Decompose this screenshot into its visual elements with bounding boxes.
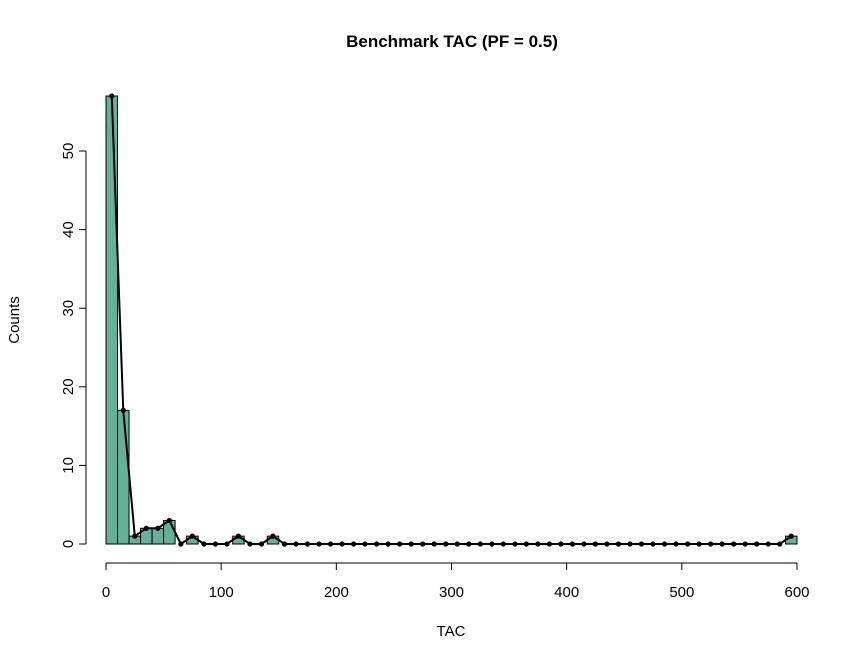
frequency-point — [351, 541, 357, 547]
frequency-point — [650, 541, 656, 547]
x-tick-label: 500 — [669, 584, 694, 601]
y-tick-label: 50 — [60, 143, 77, 160]
y-axis: 0 10 20 30 40 50 — [60, 143, 87, 548]
frequency-point — [109, 93, 115, 99]
frequency-point — [535, 541, 541, 547]
frequency-point — [604, 541, 610, 547]
frequency-point — [512, 541, 518, 547]
frequency-point — [420, 541, 426, 547]
y-tick-label: 0 — [60, 540, 77, 548]
y-axis-label: Counts — [6, 296, 23, 344]
frequency-point — [731, 541, 737, 547]
frequency-point — [661, 541, 668, 547]
frequency-point — [155, 525, 161, 531]
y-tick-label: 20 — [60, 378, 77, 395]
frequency-point — [765, 541, 771, 547]
x-tick-label: 200 — [324, 584, 349, 601]
y-tick-label: 40 — [60, 221, 77, 238]
frequency-point — [304, 541, 311, 547]
frequency-point — [581, 541, 587, 547]
x-tick-label: 0 — [102, 584, 110, 601]
frequency-point — [224, 541, 230, 547]
frequency-point — [489, 541, 495, 547]
frequency-point — [362, 541, 368, 547]
frequency-point — [385, 541, 391, 547]
frequency-point — [742, 541, 748, 547]
frequency-point — [443, 541, 449, 547]
histogram-bar — [105, 95, 119, 545]
frequency-point — [143, 525, 149, 531]
frequency-point — [201, 541, 207, 547]
x-tick-label: 400 — [554, 584, 579, 601]
histogram-bar — [117, 409, 130, 545]
frequency-point — [408, 541, 414, 547]
frequency-point — [523, 541, 529, 547]
frequency-point — [178, 541, 184, 547]
frequency-point — [696, 541, 702, 547]
x-tick-label: 100 — [209, 584, 234, 601]
frequency-point — [777, 541, 783, 547]
frequency-point — [719, 541, 725, 547]
frequency-point — [339, 541, 345, 547]
frequency-point — [592, 541, 599, 547]
frequency-point — [397, 541, 403, 547]
frequency-polygon-group — [109, 93, 794, 547]
frequency-point — [638, 541, 645, 547]
frequency-point — [316, 541, 322, 547]
frequency-point — [673, 541, 679, 547]
frequency-point — [569, 541, 576, 547]
frequency-point — [708, 541, 714, 547]
frequency-line — [110, 95, 792, 546]
frequency-point — [466, 541, 472, 547]
frequency-point — [327, 541, 334, 547]
frequency-point — [546, 541, 552, 547]
x-tick-label: 600 — [784, 584, 809, 601]
y-tick-label: 30 — [60, 300, 77, 317]
frequency-point — [788, 533, 794, 539]
frequency-point — [120, 407, 126, 413]
frequency-point — [258, 541, 265, 547]
frequency-point — [477, 541, 483, 547]
frequency-point — [684, 541, 691, 547]
x-tick-label: 300 — [439, 584, 464, 601]
frequency-point — [374, 541, 380, 547]
frequency-point — [281, 541, 288, 547]
frequency-point — [627, 541, 633, 547]
frequency-point — [166, 517, 172, 524]
frequency-point — [235, 533, 242, 539]
x-axis: 0 100 200 300 400 500 600 — [102, 562, 810, 601]
frequency-point — [247, 541, 253, 547]
bars-group — [105, 95, 798, 545]
frequency-point — [754, 541, 760, 547]
frequency-point — [615, 541, 622, 547]
y-tick-label: 10 — [60, 457, 77, 474]
frequency-point — [500, 541, 506, 547]
frequency-point — [270, 533, 276, 539]
frequency-point — [212, 541, 219, 547]
frequency-point — [558, 541, 564, 547]
chart-title: Benchmark TAC (PF = 0.5) — [346, 32, 558, 51]
x-axis-label: TAC — [437, 623, 466, 640]
frequency-point — [189, 533, 195, 539]
frequency-point — [454, 541, 460, 547]
frequency-point — [132, 533, 138, 539]
frequency-point — [293, 541, 299, 547]
frequency-point — [431, 541, 437, 547]
